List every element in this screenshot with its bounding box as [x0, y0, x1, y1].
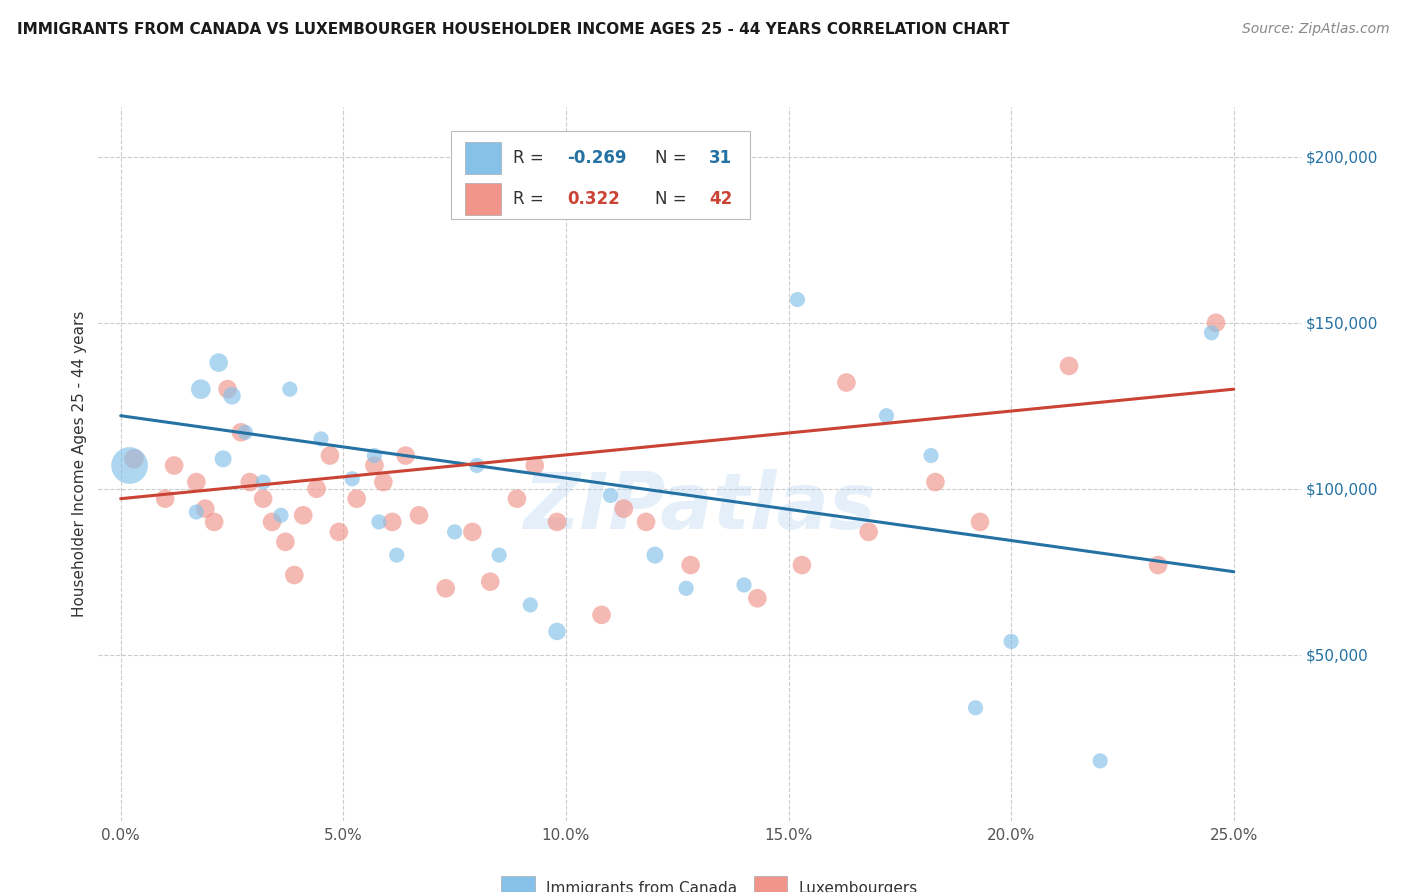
Point [1057, 359, 1080, 373]
Point [519, 598, 541, 612]
Point [270, 508, 292, 523]
FancyBboxPatch shape [465, 183, 501, 215]
Text: -0.269: -0.269 [567, 149, 627, 167]
Point [233, 425, 257, 440]
Point [278, 382, 301, 396]
Point [385, 548, 408, 562]
Point [1000, 634, 1022, 648]
Point [186, 475, 208, 489]
Point [363, 449, 385, 463]
FancyBboxPatch shape [451, 130, 749, 219]
Point [675, 582, 697, 596]
Text: N =: N = [655, 149, 692, 167]
Text: Immigrants from Canada: Immigrants from Canada [546, 881, 737, 892]
Point [274, 534, 297, 549]
Point [747, 591, 769, 606]
FancyBboxPatch shape [754, 876, 787, 892]
Point [546, 624, 568, 639]
Point [221, 389, 243, 403]
Point [969, 515, 991, 529]
Point [523, 458, 546, 473]
Point [309, 432, 332, 446]
Point [644, 548, 666, 562]
Text: ZIPatlas: ZIPatlas [523, 468, 876, 545]
Text: Luxembourgers: Luxembourgers [799, 881, 917, 892]
Point [208, 356, 231, 370]
Point [786, 293, 808, 307]
Point [1205, 316, 1227, 330]
Point [506, 491, 529, 506]
Point [319, 449, 342, 463]
Point [122, 451, 145, 466]
Point [186, 505, 208, 519]
Point [217, 382, 239, 396]
Point [292, 508, 315, 523]
Point [202, 515, 225, 529]
Point [591, 607, 613, 622]
Point [212, 451, 235, 466]
Point [1147, 558, 1170, 572]
Point [408, 508, 430, 523]
Point [679, 558, 702, 572]
Y-axis label: Householder Income Ages 25 - 44 years: Householder Income Ages 25 - 44 years [72, 310, 87, 617]
Point [190, 382, 212, 396]
Point [381, 515, 404, 529]
Point [465, 458, 488, 473]
Point [340, 472, 363, 486]
Point [305, 482, 328, 496]
Point [155, 491, 177, 506]
Point [461, 524, 484, 539]
Point [479, 574, 502, 589]
Point [835, 376, 858, 390]
Point [599, 488, 621, 502]
Point [1088, 754, 1111, 768]
Point [875, 409, 897, 423]
Point [252, 491, 274, 506]
Point [283, 568, 305, 582]
Text: 0.322: 0.322 [567, 190, 620, 208]
Point [920, 449, 942, 463]
Point [229, 425, 252, 440]
Point [733, 578, 755, 592]
Point [434, 582, 457, 596]
FancyBboxPatch shape [465, 142, 501, 174]
Point [262, 515, 284, 529]
Text: R =: R = [513, 190, 554, 208]
Point [252, 475, 274, 489]
Point [328, 524, 350, 539]
Point [118, 458, 141, 473]
Point [394, 449, 416, 463]
Point [239, 475, 262, 489]
Point [443, 524, 465, 539]
Point [163, 458, 186, 473]
Point [363, 458, 385, 473]
Text: N =: N = [655, 190, 692, 208]
Point [488, 548, 510, 562]
FancyBboxPatch shape [501, 876, 534, 892]
Point [546, 515, 568, 529]
Text: Source: ZipAtlas.com: Source: ZipAtlas.com [1241, 22, 1389, 37]
Point [373, 475, 395, 489]
Point [194, 501, 217, 516]
Point [634, 515, 657, 529]
Point [1201, 326, 1223, 340]
Text: 31: 31 [709, 149, 733, 167]
Point [346, 491, 368, 506]
Text: R =: R = [513, 149, 550, 167]
Point [924, 475, 946, 489]
Text: IMMIGRANTS FROM CANADA VS LUXEMBOURGER HOUSEHOLDER INCOME AGES 25 - 44 YEARS COR: IMMIGRANTS FROM CANADA VS LUXEMBOURGER H… [17, 22, 1010, 37]
Text: 42: 42 [709, 190, 733, 208]
Point [965, 700, 987, 714]
Point [613, 501, 636, 516]
Point [368, 515, 391, 529]
Point [790, 558, 813, 572]
Point [858, 524, 880, 539]
